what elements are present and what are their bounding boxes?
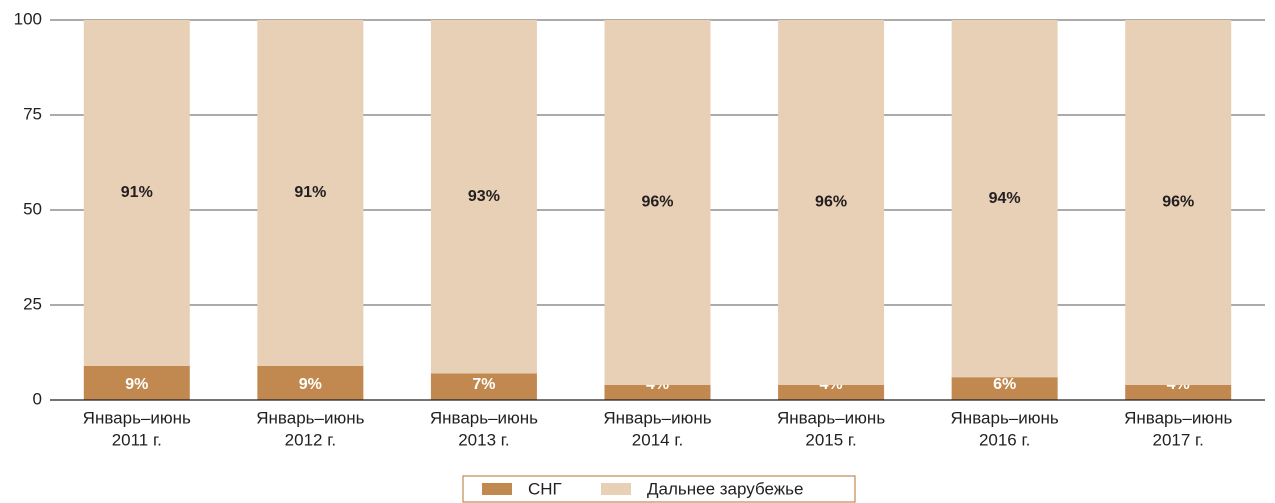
- legend-box: [462, 475, 856, 503]
- bar-segment: [778, 384, 885, 400]
- data-label: 96%: [815, 194, 847, 211]
- y-tick-label: 0: [33, 389, 42, 408]
- bar-segment: [257, 365, 364, 400]
- bar-segment: [83, 365, 190, 400]
- x-tick-label: Январь–июнь: [430, 408, 538, 427]
- x-tick-label: 2016 г.: [979, 430, 1030, 449]
- legend-swatch: [482, 483, 512, 495]
- data-label: 91%: [294, 184, 326, 201]
- x-tick-label: Январь–июнь: [1124, 408, 1232, 427]
- data-label: 9%: [299, 376, 322, 393]
- bar-segment: [430, 20, 537, 374]
- bar-segment: [604, 20, 711, 385]
- bar-segment: [604, 384, 711, 400]
- data-label: 7%: [472, 376, 495, 393]
- x-tick-label: Январь–июнь: [777, 408, 885, 427]
- x-tick-label: 2017 г.: [1153, 430, 1204, 449]
- x-tick-label: Январь–июнь: [256, 408, 364, 427]
- bar-segment: [257, 20, 364, 366]
- legend-label: Дальнее зарубежье: [647, 479, 803, 498]
- y-tick-label: 75: [23, 104, 42, 123]
- data-label: 96%: [641, 194, 673, 211]
- data-label: 9%: [125, 376, 148, 393]
- data-label: 6%: [993, 376, 1016, 393]
- bar-segment: [1125, 384, 1232, 400]
- x-tick-label: 2011 г.: [112, 430, 162, 449]
- x-tick-label: Январь–июнь: [603, 408, 711, 427]
- y-tick-label: 100: [14, 9, 42, 28]
- data-label: 93%: [468, 188, 500, 205]
- x-tick-label: 2015 г.: [805, 430, 856, 449]
- y-tick-label: 25: [23, 294, 42, 313]
- bar-segment: [951, 20, 1058, 378]
- bar-segment: [1125, 20, 1232, 385]
- data-label: 94%: [989, 190, 1021, 207]
- x-tick-label: Январь–июнь: [83, 408, 191, 427]
- bar-segment: [83, 20, 190, 366]
- bar-segment: [430, 373, 537, 400]
- bar-segment: [778, 20, 885, 385]
- x-tick-label: 2014 г.: [632, 430, 683, 449]
- data-label: 96%: [1162, 194, 1194, 211]
- x-tick-label: Январь–июнь: [951, 408, 1059, 427]
- x-tick-label: 2012 г.: [285, 430, 336, 449]
- x-tick-label: 2013 г.: [458, 430, 509, 449]
- legend-label: СНГ: [528, 479, 562, 498]
- bar-segment: [951, 377, 1058, 400]
- data-label: 91%: [121, 184, 153, 201]
- legend-swatch: [601, 483, 631, 495]
- y-tick-label: 50: [23, 199, 42, 218]
